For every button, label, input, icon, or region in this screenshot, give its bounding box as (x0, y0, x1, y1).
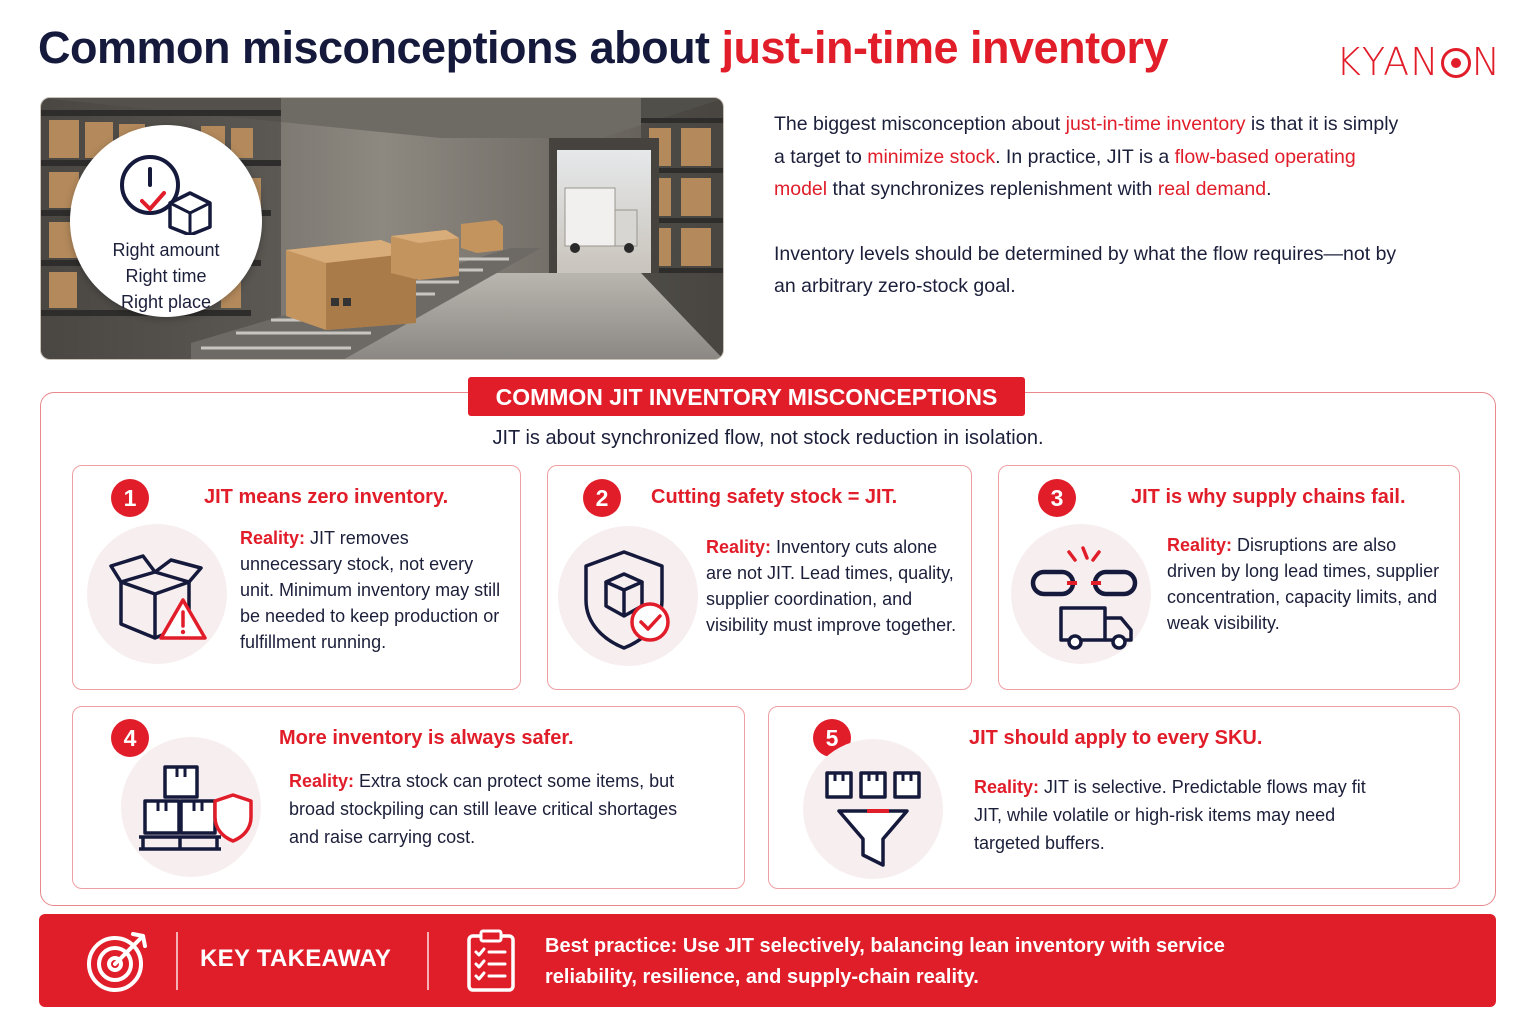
boxes-funnel-icon (825, 771, 921, 867)
reality-body: Disruptions are also driven by long lead… (1167, 535, 1440, 633)
reality-label: Reality: (240, 528, 306, 548)
card-reality-text: Reality: JIT is selective. Predictable f… (974, 773, 1384, 857)
card-icon-circle (87, 524, 227, 664)
key-takeaway-banner: KEY TAKEAWAY Best practice: Use JIT sele… (39, 914, 1496, 1007)
misconception-card-1: 1 JIT means zero inventory. Reality: JIT… (72, 465, 521, 690)
stacked-boxes-shield-icon (139, 765, 253, 851)
misconception-card-5: 5 JIT should apply to every SKU. Reality… (768, 706, 1460, 889)
page-title: Common misconceptions about just-in-time… (38, 22, 1169, 74)
card-title: More inventory is always safer. (279, 727, 574, 749)
intro-highlight: just-in-time inventory (1065, 113, 1246, 135)
misconception-card-4: 4 More inventory is always safer. Realit… (72, 706, 745, 889)
intro-highlight: real demand (1157, 178, 1267, 200)
card-number: 3 (1038, 479, 1076, 517)
intro-segment: The biggest misconception about (774, 113, 1066, 135)
intro-segment: is that it is simply a target to (774, 113, 1399, 168)
target-o-icon (1440, 48, 1471, 78)
title-text: Common misconceptions about (38, 22, 722, 73)
principle-right-place: Right place (120, 292, 212, 312)
card-title: JIT is why supply chains fail. (1131, 486, 1406, 508)
section-heading: COMMON JIT INVENTORY MISCONCEPTIONS (468, 377, 1025, 416)
reality-body: Extra stock can protect some items, but … (289, 771, 678, 847)
jit-principles-badge: Right amount Right time Right place (70, 125, 262, 317)
clock-box-check-icon (120, 155, 212, 237)
logo-text-start: KYAN (1336, 40, 1440, 84)
card-number: 1 (111, 479, 149, 517)
card-number: 2 (583, 479, 621, 517)
open-box-warning-icon (109, 554, 207, 640)
intro-highlight: flow-based operating model (774, 145, 1356, 201)
takeaway-label: KEY TAKEAWAY (200, 945, 392, 972)
target-arrow-icon (87, 932, 147, 992)
misconception-card-3: 3 JIT is why supply chains fail. Reality… (998, 465, 1460, 690)
principle-right-time: Right time (125, 266, 207, 286)
reality-body: JIT removes unnecessary stock, not every… (240, 528, 501, 652)
card-reality-text: Reality: JIT removes unnecessary stock, … (240, 525, 502, 655)
reality-body: Inventory cuts alone are not JIT. Lead t… (706, 537, 957, 635)
reality-label: Reality: (706, 537, 772, 557)
intro-paragraph-2: Inventory levels should be determined by… (774, 242, 1397, 298)
intro-segment: . In practice, JIT is a (995, 145, 1175, 168)
intro-paragraph-1: The biggest misconception about just-in-… (774, 108, 1414, 206)
title-highlight: just-in-time inventory (721, 22, 1169, 73)
shield-box-check-icon (584, 550, 670, 650)
card-title: JIT means zero inventory. (204, 486, 449, 508)
checklist-clipboard-icon (467, 929, 515, 992)
banner-divider (427, 932, 429, 990)
card-icon-circle (558, 526, 698, 666)
principle-right-amount: Right amount (112, 240, 220, 260)
card-icon-circle (1011, 524, 1151, 664)
banner-divider (176, 932, 178, 990)
reality-label: Reality: (289, 771, 355, 791)
reality-body: JIT is selective. Predictable flows may … (974, 777, 1366, 853)
reality-label: Reality: (974, 777, 1040, 797)
card-reality-text: Reality: Extra stock can protect some it… (289, 767, 709, 851)
card-title: JIT should apply to every SKU. (969, 727, 1263, 749)
misconception-card-2: 2 Cutting safety stock = JIT. Reality: I… (547, 465, 972, 690)
card-icon-circle (803, 739, 943, 879)
intro-highlight: minimize stock (867, 145, 996, 168)
reality-label: Reality: (1167, 535, 1233, 555)
intro-segment: . (1266, 178, 1272, 200)
intro-segment: that synchronizes replenishment with (827, 178, 1158, 200)
card-title: Cutting safety stock = JIT. (651, 486, 898, 508)
takeaway-text: Best practice: Use JIT selectively, bala… (545, 935, 1225, 988)
card-icon-circle (121, 737, 261, 877)
brand-logo: KYAN N (1336, 40, 1501, 84)
card-number: 4 (111, 719, 149, 757)
intro-text: The biggest misconception about just-in-… (774, 108, 1414, 303)
logo-text-end: N (1471, 40, 1502, 84)
broken-chain-truck-icon (1030, 546, 1138, 650)
card-reality-text: Reality: Inventory cuts alone are not JI… (706, 534, 968, 638)
section-subtitle: JIT is about synchronized flow, not stoc… (492, 427, 1044, 449)
principles-list: Right amount Right time Right place (70, 237, 262, 315)
card-reality-text: Reality: Disruptions are also driven by … (1167, 532, 1449, 636)
